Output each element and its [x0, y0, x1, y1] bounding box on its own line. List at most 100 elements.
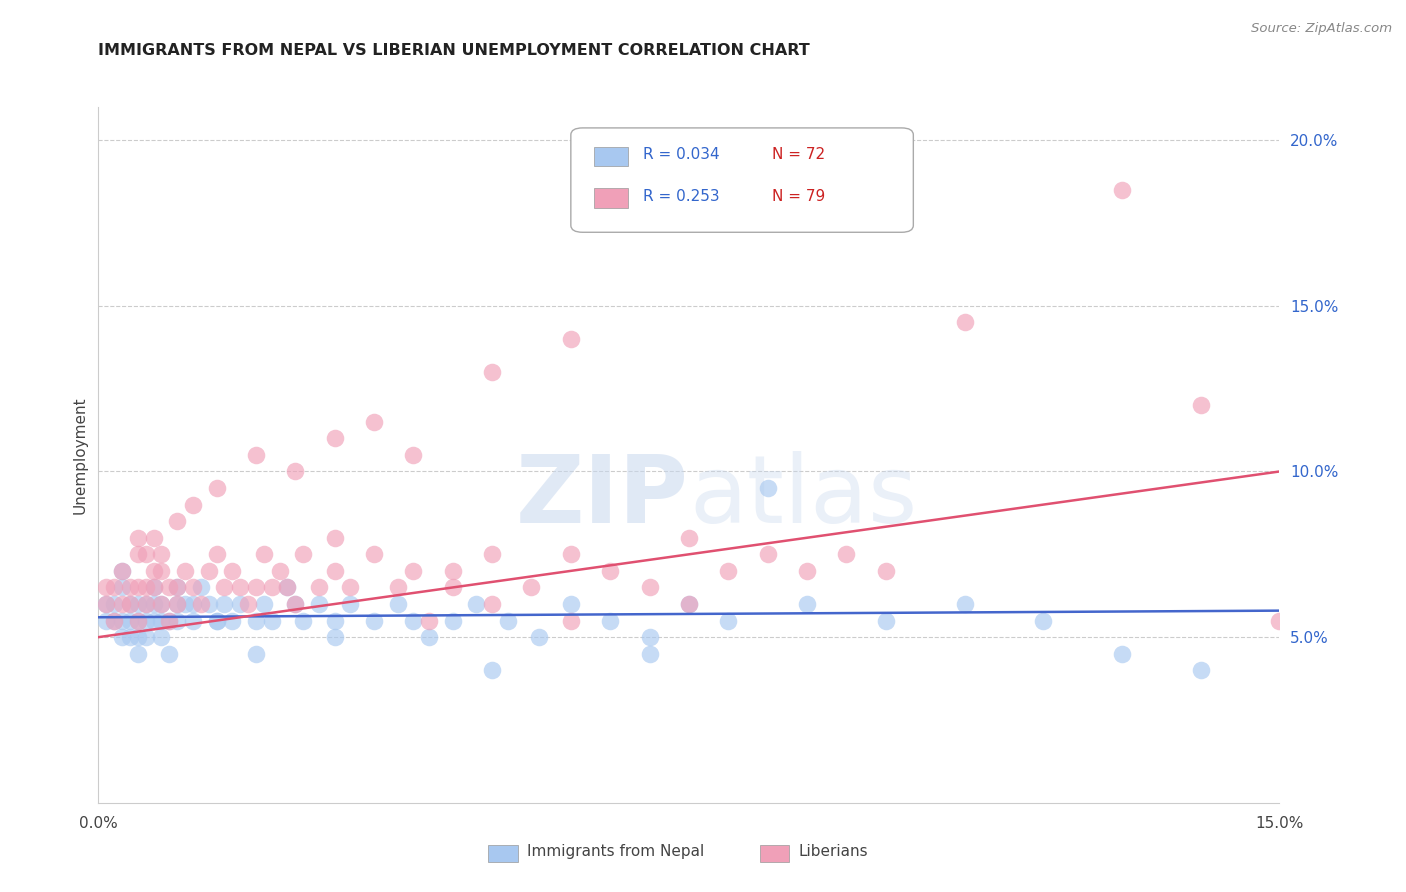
Point [190, 581, 212, 595]
Point [363, 614, 385, 628]
Point [796, 564, 818, 578]
Point [292, 547, 315, 561]
Point [260, 581, 283, 595]
Point [276, 581, 298, 595]
Point [387, 597, 409, 611]
Point [150, 564, 173, 578]
Point [284, 597, 307, 611]
Point [142, 564, 165, 578]
Point [111, 564, 134, 578]
Point [496, 614, 519, 628]
Point [1032, 614, 1054, 628]
Point [135, 581, 157, 595]
Point [678, 597, 700, 611]
Point [118, 597, 141, 611]
Point [1268, 614, 1291, 628]
Point [197, 597, 219, 611]
Point [142, 581, 165, 595]
Point [166, 581, 188, 595]
Point [678, 597, 700, 611]
Point [599, 614, 621, 628]
Text: Liberians: Liberians [799, 844, 869, 859]
Point [157, 614, 180, 628]
Y-axis label: Unemployment: Unemployment [72, 396, 87, 514]
Point [402, 564, 425, 578]
Text: N = 79: N = 79 [772, 188, 825, 203]
Point [599, 564, 621, 578]
Point [157, 581, 180, 595]
Point [174, 597, 197, 611]
Point [150, 597, 173, 611]
Point [135, 630, 157, 644]
Point [1111, 183, 1133, 197]
Point [150, 630, 173, 644]
Point [402, 614, 425, 628]
Text: N = 72: N = 72 [772, 147, 825, 161]
Point [111, 597, 134, 611]
Point [402, 448, 425, 462]
FancyBboxPatch shape [759, 845, 789, 862]
Point [308, 597, 330, 611]
Point [560, 614, 582, 628]
Point [835, 547, 858, 561]
Point [157, 614, 180, 628]
Point [205, 481, 228, 495]
FancyBboxPatch shape [571, 128, 914, 232]
Point [323, 614, 346, 628]
Point [181, 614, 204, 628]
Point [756, 481, 779, 495]
Point [118, 630, 141, 644]
Point [166, 597, 188, 611]
Point [481, 547, 503, 561]
Point [481, 663, 503, 677]
Point [190, 597, 212, 611]
Point [284, 597, 307, 611]
Point [127, 597, 149, 611]
Point [142, 597, 165, 611]
Point [253, 547, 276, 561]
Point [229, 597, 252, 611]
Point [387, 581, 409, 595]
Point [135, 597, 157, 611]
Point [678, 531, 700, 545]
Point [529, 630, 551, 644]
Point [260, 614, 283, 628]
Point [308, 581, 330, 595]
Point [181, 597, 204, 611]
Point [269, 564, 291, 578]
Point [441, 564, 464, 578]
Point [953, 597, 976, 611]
Point [717, 614, 740, 628]
Point [481, 365, 503, 379]
Point [229, 581, 252, 595]
Point [284, 465, 307, 479]
Point [339, 597, 361, 611]
Point [221, 564, 243, 578]
Point [166, 581, 188, 595]
Point [127, 531, 149, 545]
Point [135, 597, 157, 611]
Point [323, 564, 346, 578]
Point [150, 547, 173, 561]
Text: ZIP: ZIP [516, 450, 689, 542]
Point [205, 614, 228, 628]
Point [150, 614, 173, 628]
Point [142, 614, 165, 628]
Point [717, 564, 740, 578]
Point [96, 614, 118, 628]
Point [276, 581, 298, 595]
Point [638, 647, 661, 661]
Point [418, 630, 440, 644]
Text: atlas: atlas [689, 450, 917, 542]
Point [796, 597, 818, 611]
Point [1111, 647, 1133, 661]
Point [127, 547, 149, 561]
Point [236, 597, 259, 611]
Text: Source: ZipAtlas.com: Source: ZipAtlas.com [1251, 22, 1392, 36]
Text: Immigrants from Nepal: Immigrants from Nepal [527, 844, 704, 859]
Point [111, 630, 134, 644]
Point [465, 597, 488, 611]
Point [166, 514, 188, 528]
Point [166, 597, 188, 611]
Text: IMMIGRANTS FROM NEPAL VS LIBERIAN UNEMPLOYMENT CORRELATION CHART: IMMIGRANTS FROM NEPAL VS LIBERIAN UNEMPL… [98, 43, 810, 58]
